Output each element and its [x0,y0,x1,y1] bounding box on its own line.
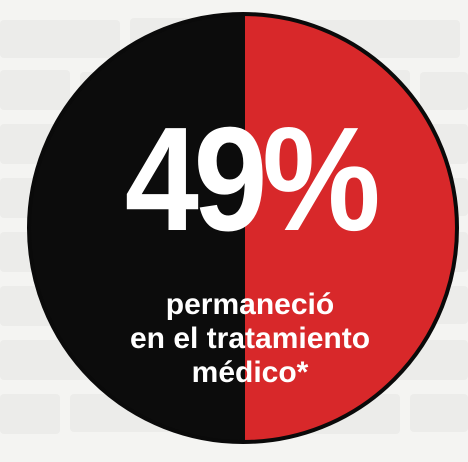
caption-text: permaneció en el tratamiento médico* [27,288,468,390]
caption-line-1: permaneció [165,288,335,321]
split-circle [27,12,459,444]
percentage-value: 49% [124,97,381,262]
statistic-badge: 49% permaneció en el tratamiento médico* [27,6,468,452]
caption-line-2: en el tratamiento [129,322,371,355]
caption-line-3: médico* [191,356,309,389]
